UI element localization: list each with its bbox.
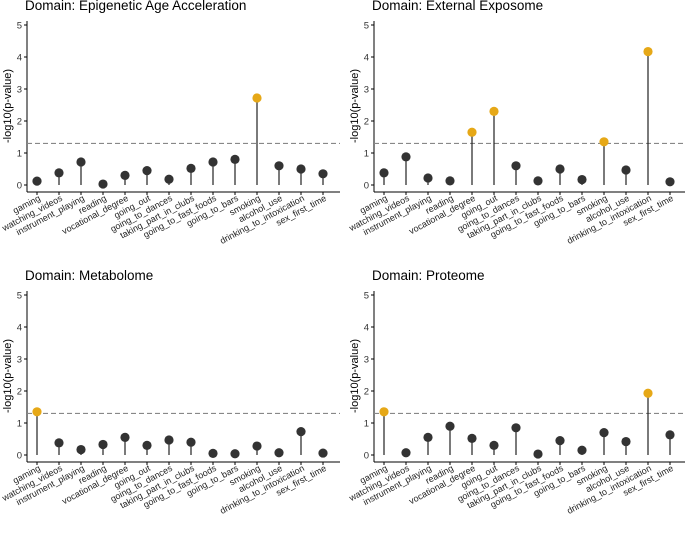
y-tick-label: 1 — [17, 148, 22, 159]
y-tick-label: 4 — [17, 52, 22, 63]
lollipop-point-significant — [489, 106, 499, 116]
lollipop-point-significant — [32, 407, 42, 417]
lollipop-point — [164, 174, 174, 184]
y-tick-label: 3 — [364, 354, 369, 365]
panel-title: Domain: Proteome — [372, 268, 485, 283]
y-tick-label: 3 — [17, 354, 22, 365]
lollipop-point — [230, 449, 240, 459]
y-tick-label: 3 — [17, 84, 22, 95]
lollipop-point — [533, 176, 543, 186]
lollipop-point-significant — [379, 407, 389, 417]
panel-proteome: Domain: Proteome -log10(p-value) 012345g… — [347, 268, 685, 516]
lollipop-point — [208, 448, 218, 458]
lollipop-point — [467, 433, 477, 443]
lollipop-point — [445, 421, 455, 431]
y-tick-label: 4 — [17, 322, 22, 333]
lollipop-point — [274, 448, 284, 458]
y-axis-label: -log10(p-value) — [349, 69, 361, 143]
y-tick-label: 5 — [17, 290, 22, 301]
y-tick-label: 5 — [364, 20, 369, 31]
lollipop-point — [296, 427, 306, 437]
lollipop-point — [142, 166, 152, 176]
lollipop-point — [599, 428, 609, 438]
plot-area: 012345gamingwatching_videosinstrument_pl… — [347, 290, 685, 516]
lollipop-point — [621, 436, 631, 447]
y-tick-label: 2 — [364, 386, 369, 397]
y-tick-label: 0 — [364, 180, 369, 191]
lollipop-point — [54, 168, 64, 178]
lollipop-point-significant — [252, 93, 262, 103]
y-tick-label: 4 — [364, 52, 369, 63]
y-tick-label: 0 — [17, 450, 22, 461]
lollipop-point — [186, 437, 196, 447]
lollipop-point — [32, 176, 42, 186]
lollipop-point-significant — [643, 46, 653, 57]
lollipop-point — [98, 439, 108, 450]
panel-metabolome: Domain: Metabolome -log10(p-value) 0 1 2 3 4… — [0, 268, 340, 516]
lollipop-point — [76, 444, 86, 455]
lollipop-point — [142, 440, 152, 450]
y-axis-label: -log10(p-value) — [2, 69, 14, 143]
lollipop-point-significant — [467, 127, 477, 137]
panel-title: Domain: Metabolome — [25, 268, 153, 283]
lollipop-point — [296, 164, 306, 174]
plot-area: 012345gamingwatching_videosinstrument_pl… — [0, 290, 340, 516]
lollipop-point — [665, 430, 675, 440]
y-tick-label: 0 — [17, 180, 22, 191]
lollipop-point — [186, 163, 196, 173]
lollipop-point — [120, 170, 130, 180]
lollipop-point — [533, 449, 543, 459]
y-tick-label: 2 — [364, 116, 369, 127]
panel-title: Domain: Epigenetic Age Acceleration — [25, 0, 246, 13]
lollipop-point — [445, 176, 455, 186]
lollipop-point — [489, 440, 499, 450]
lollipop-point — [511, 161, 521, 171]
lollipop-point — [401, 448, 411, 458]
lollipop-point — [665, 177, 675, 187]
lollipop-point — [318, 448, 328, 458]
lollipop-point — [252, 441, 262, 451]
lollipop-point — [76, 157, 86, 167]
y-tick-label: 5 — [17, 20, 22, 31]
y-tick-label: 0 — [364, 450, 369, 461]
lollipop-point — [120, 432, 130, 442]
lollipop-point — [555, 164, 565, 174]
plot-area: 012345gamingwatching_videosinstrument_pl… — [0, 20, 340, 246]
y-tick-label: 1 — [364, 148, 369, 159]
lollipop-point — [577, 174, 587, 185]
panel-epigenetic: Domain: Epigenetic Age Acceleration -log… — [0, 0, 340, 246]
y-tick-label: 4 — [364, 322, 369, 333]
lollipop-point — [401, 152, 411, 162]
y-tick-label: 2 — [17, 386, 22, 397]
lollipop-point — [208, 157, 218, 167]
lollipop-point — [621, 165, 631, 175]
lollipop-point — [318, 169, 328, 179]
lollipop-point — [164, 435, 174, 445]
lollipop-point — [423, 173, 433, 183]
plot-area: 012345gamingwatching_videosinstrument_pl… — [347, 20, 685, 246]
lollipop-point — [230, 154, 240, 164]
lollipop-point — [555, 436, 565, 446]
lollipop-point-significant — [643, 388, 653, 398]
y-tick-label: 1 — [364, 418, 369, 429]
lollipop-point — [379, 168, 389, 178]
y-tick-label: 3 — [364, 84, 369, 95]
y-tick-label: 5 — [364, 290, 369, 301]
panel-title: Domain: External Exposome — [372, 0, 543, 13]
lollipop-point — [511, 423, 521, 433]
y-tick-label: 2 — [17, 116, 22, 127]
lollipop-point-significant — [599, 137, 609, 147]
y-axis-label: -log10(p-value) — [2, 339, 14, 413]
lollipop-point — [54, 438, 64, 448]
lollipop-point — [423, 432, 433, 442]
y-tick-label: 1 — [17, 418, 22, 429]
lollipop-point — [98, 179, 108, 189]
panel-external-exposome: Domain: External Exposome -log10(p-value… — [347, 0, 685, 246]
lollipop-point — [274, 161, 284, 171]
y-axis-label: -log10(p-value) — [349, 339, 361, 413]
lollipop-point — [577, 445, 587, 455]
